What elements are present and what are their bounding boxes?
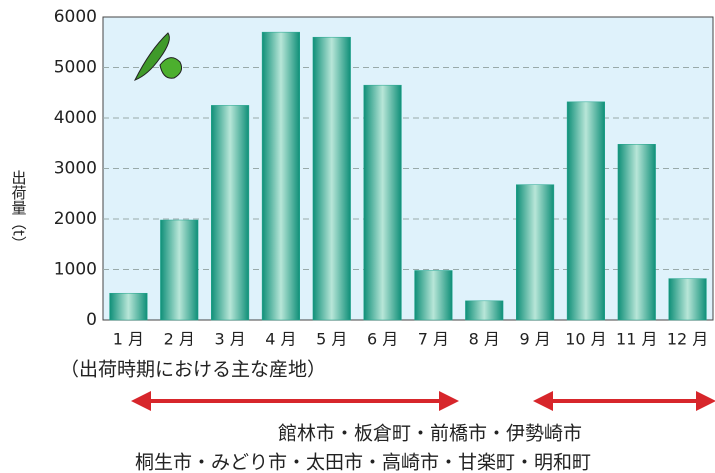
y-tick-label: 1000 [54, 260, 97, 280]
bar [465, 300, 504, 321]
y-tick-label: 0 [86, 310, 97, 330]
bar [261, 31, 300, 321]
x-tick-label: 6 月 [367, 330, 398, 349]
x-tick-label: 10 月 [565, 330, 606, 349]
annotation: 館林市・板倉町・前橋市・伊勢崎市 [278, 423, 582, 445]
x-tick-label: 7 月 [418, 330, 449, 349]
x-tick-label: 4 月 [265, 330, 296, 349]
x-tick-label: 8 月 [469, 330, 500, 349]
bar [363, 84, 402, 321]
bar [668, 278, 707, 321]
bar [109, 292, 148, 321]
bar [414, 270, 453, 321]
annotation: （出荷時期における主な産地） [60, 359, 326, 381]
y-tick-label: 5000 [54, 58, 97, 78]
x-tick-label: 12 月 [667, 330, 708, 349]
x-tick-label: 9 月 [519, 330, 550, 349]
x-tick-label: 2 月 [164, 330, 195, 349]
y-tick-label: 4000 [54, 108, 97, 128]
bar [617, 144, 656, 321]
y-axis-label: 出荷量（t） [10, 170, 28, 251]
annotation: 桐生市・みどり市・太田市・高崎市・甘楽町・明和町 [135, 452, 591, 473]
bar [211, 105, 250, 321]
bar [160, 219, 199, 321]
y-tick-label: 6000 [54, 7, 97, 27]
bar [566, 101, 605, 321]
y-tick-label: 3000 [54, 159, 97, 179]
x-tick-label: 1 月 [113, 330, 144, 349]
cucumber-icon [133, 32, 182, 81]
y-tick-label: 2000 [54, 209, 97, 229]
x-tick-label: 3 月 [214, 330, 245, 349]
x-tick-label: 11 月 [616, 330, 657, 349]
bar [516, 184, 555, 321]
bar [312, 36, 351, 321]
x-tick-label: 5 月 [316, 330, 347, 349]
